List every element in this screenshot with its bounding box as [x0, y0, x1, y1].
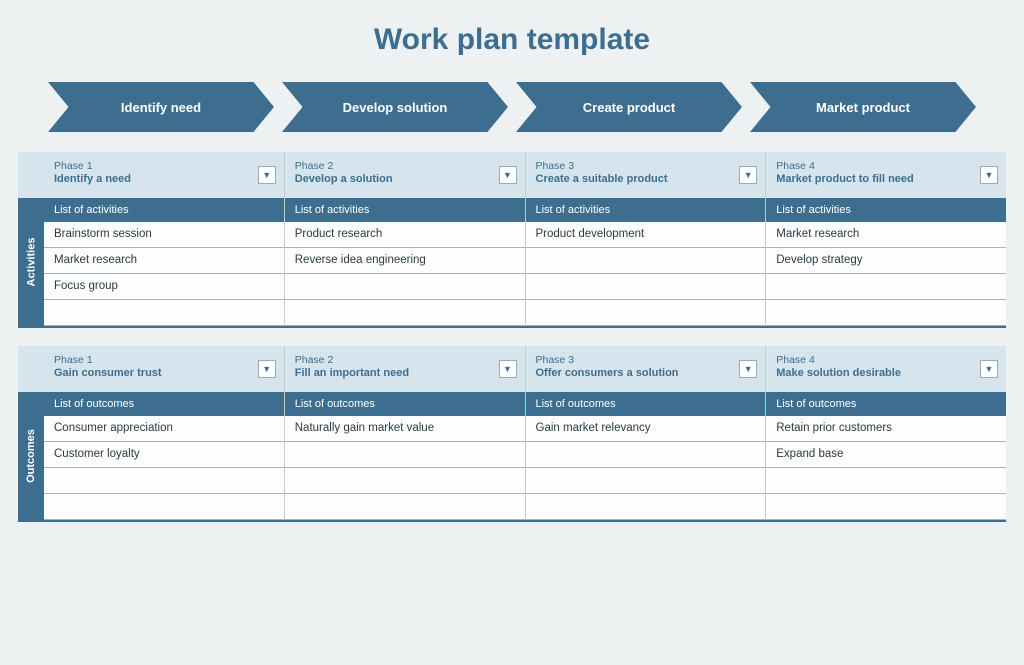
phase-title: Make solution desirable	[776, 367, 996, 379]
phase-header: Phase 3 Create a suitable product ▼	[526, 152, 766, 198]
table-row	[285, 468, 525, 494]
section-gutter	[18, 346, 44, 392]
table-row: Naturally gain market value	[285, 416, 525, 442]
table-row: Product development	[526, 222, 766, 248]
table-row: Expand base	[766, 442, 1006, 468]
section-side-label: Outcomes	[18, 392, 44, 520]
phase-title: Gain consumer trust	[54, 367, 274, 379]
phase-title: Create a suitable product	[536, 173, 756, 185]
chevron-step: Market product	[750, 82, 976, 132]
section-grid: Phase 1 Identify a need ▼List of activit…	[44, 152, 1006, 326]
phase-header: Phase 1 Identify a need ▼	[44, 152, 284, 198]
table-row	[285, 300, 525, 326]
column-subhead: List of outcomes	[766, 392, 1006, 416]
column-subhead: List of outcomes	[285, 392, 525, 416]
chevron-label: Identify need	[121, 100, 201, 115]
chevron-step: Identify need	[48, 82, 274, 132]
phase-header: Phase 4 Make solution desirable ▼	[766, 346, 1006, 392]
column-subhead: List of outcomes	[44, 392, 284, 416]
table-row	[285, 494, 525, 520]
chevron-label: Create product	[583, 100, 675, 115]
phase-column: Phase 4 Make solution desirable ▼List of…	[766, 346, 1006, 520]
phase-number: Phase 3	[536, 354, 756, 366]
table-row	[526, 494, 766, 520]
dropdown-icon[interactable]: ▼	[980, 360, 998, 378]
column-subhead: List of outcomes	[526, 392, 766, 416]
phase-title: Offer consumers a solution	[536, 367, 756, 379]
phase-number: Phase 2	[295, 354, 515, 366]
table-row: Product research	[285, 222, 525, 248]
page-title: Work plan template	[18, 23, 1006, 57]
table-row: Brainstorm session	[44, 222, 284, 248]
column-subhead: List of activities	[526, 198, 766, 222]
section-grid: Phase 1 Gain consumer trust ▼List of out…	[44, 346, 1006, 520]
table-row: Reverse idea engineering	[285, 248, 525, 274]
phase-header: Phase 2 Fill an important need ▼	[285, 346, 525, 392]
phase-header: Phase 2 Develop a solution ▼	[285, 152, 525, 198]
chevron-step: Develop solution	[282, 82, 508, 132]
phase-number: Phase 4	[776, 354, 996, 366]
table-row	[526, 468, 766, 494]
table-row: Retain prior customers	[766, 416, 1006, 442]
table-row: Market research	[44, 248, 284, 274]
table-row: Market research	[766, 222, 1006, 248]
chevron-label: Market product	[816, 100, 910, 115]
table-row	[526, 300, 766, 326]
dropdown-icon[interactable]: ▼	[739, 166, 757, 184]
phase-number: Phase 2	[295, 160, 515, 172]
table-row: Customer loyalty	[44, 442, 284, 468]
column-subhead: List of activities	[766, 198, 1006, 222]
table-row	[766, 300, 1006, 326]
dropdown-icon[interactable]: ▼	[499, 166, 517, 184]
phase-column: Phase 2 Fill an important need ▼List of …	[285, 346, 526, 520]
table-row	[526, 442, 766, 468]
phase-column: Phase 2 Develop a solution ▼List of acti…	[285, 152, 526, 326]
phase-title: Identify a need	[54, 173, 274, 185]
phase-header: Phase 1 Gain consumer trust ▼	[44, 346, 284, 392]
table-row	[285, 274, 525, 300]
phase-title: Fill an important need	[295, 367, 515, 379]
table-row	[44, 300, 284, 326]
dropdown-icon[interactable]: ▼	[499, 360, 517, 378]
table-row	[526, 248, 766, 274]
phase-number: Phase 1	[54, 354, 274, 366]
phase-column: Phase 3 Create a suitable product ▼List …	[526, 152, 767, 326]
column-subhead: List of activities	[285, 198, 525, 222]
phase-header: Phase 4 Market product to fill need ▼	[766, 152, 1006, 198]
chevron-step: Create product	[516, 82, 742, 132]
table-row: Develop strategy	[766, 248, 1006, 274]
section-side-label: Activities	[18, 198, 44, 326]
phase-number: Phase 3	[536, 160, 756, 172]
dropdown-icon[interactable]: ▼	[258, 166, 276, 184]
phase-title: Develop a solution	[295, 173, 515, 185]
chevron-label: Develop solution	[343, 100, 448, 115]
section: Activities Phase 1 Identify a need ▼List…	[18, 152, 1006, 328]
table-row: Focus group	[44, 274, 284, 300]
dropdown-icon[interactable]: ▼	[739, 360, 757, 378]
table-row: Gain market relevancy	[526, 416, 766, 442]
table-row: Consumer appreciation	[44, 416, 284, 442]
section: Outcomes Phase 1 Gain consumer trust ▼Li…	[18, 346, 1006, 522]
table-row	[766, 468, 1006, 494]
phase-column: Phase 1 Gain consumer trust ▼List of out…	[44, 346, 285, 520]
table-row	[44, 468, 284, 494]
dropdown-icon[interactable]: ▼	[980, 166, 998, 184]
column-subhead: List of activities	[44, 198, 284, 222]
phase-number: Phase 4	[776, 160, 996, 172]
phase-column: Phase 3 Offer consumers a solution ▼List…	[526, 346, 767, 520]
phase-column: Phase 1 Identify a need ▼List of activit…	[44, 152, 285, 326]
table-row	[526, 274, 766, 300]
section-gutter	[18, 152, 44, 198]
table-row	[285, 442, 525, 468]
phase-column: Phase 4 Market product to fill need ▼Lis…	[766, 152, 1006, 326]
phase-header: Phase 3 Offer consumers a solution ▼	[526, 346, 766, 392]
table-row	[44, 494, 284, 520]
table-row	[766, 274, 1006, 300]
table-row	[766, 494, 1006, 520]
chevron-row: Identify need Develop solution Create pr…	[18, 82, 1006, 152]
dropdown-icon[interactable]: ▼	[258, 360, 276, 378]
phase-number: Phase 1	[54, 160, 274, 172]
phase-title: Market product to fill need	[776, 173, 996, 185]
